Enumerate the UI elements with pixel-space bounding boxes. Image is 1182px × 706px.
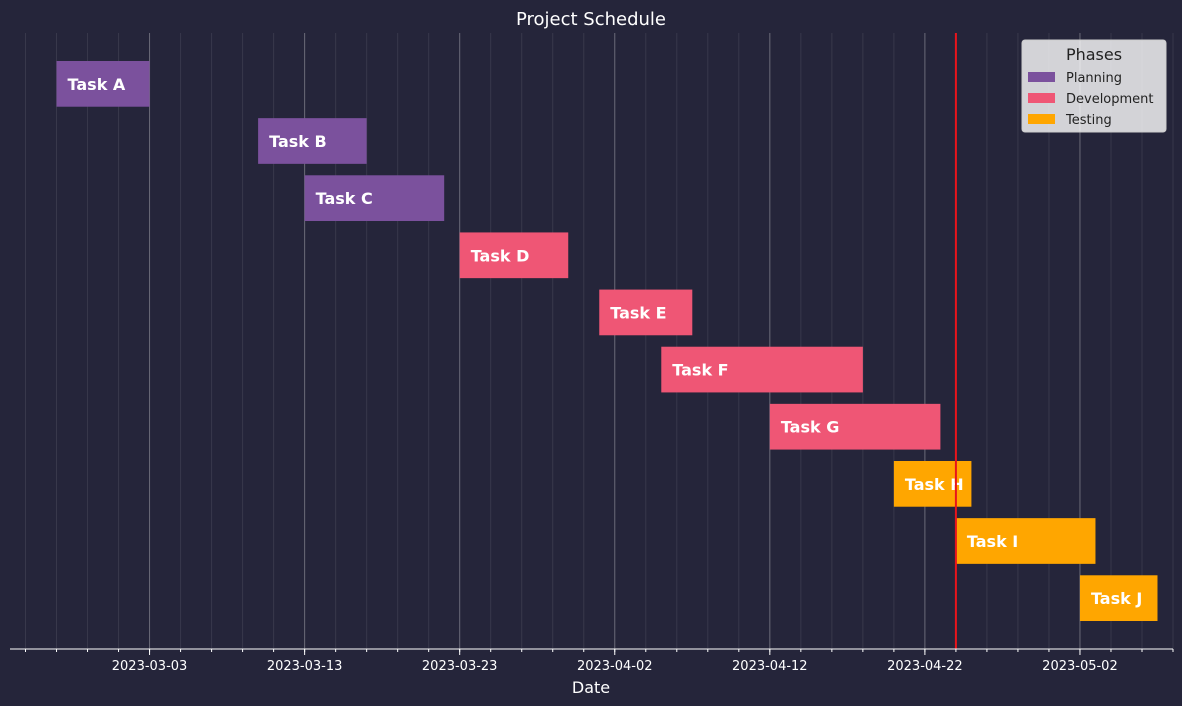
task-bar-group: Task C xyxy=(305,175,445,221)
task-label: Task H xyxy=(905,475,964,494)
legend-entry: Planning xyxy=(1066,71,1122,86)
x-tick-label: 2023-04-22 xyxy=(887,659,963,674)
task-bar-group: Task A xyxy=(57,61,150,107)
task-bar-group: Task I xyxy=(956,518,1096,564)
task-label: Task G xyxy=(781,418,840,437)
task-label: Task J xyxy=(1091,589,1142,608)
legend-title: Phases xyxy=(1066,45,1122,64)
task-bar-group: Task J xyxy=(1080,575,1158,621)
legend-swatch xyxy=(1028,72,1055,82)
task-bar-group: Task F xyxy=(661,347,863,393)
legend-swatch xyxy=(1028,93,1055,103)
chart-title: Project Schedule xyxy=(516,9,666,30)
x-tick-label: 2023-03-23 xyxy=(422,659,498,674)
legend-entry: Development xyxy=(1066,92,1154,107)
task-label: Task A xyxy=(68,75,126,94)
x-tick-label: 2023-05-02 xyxy=(1042,659,1118,674)
x-tick-label: 2023-04-02 xyxy=(577,659,653,674)
task-label: Task F xyxy=(672,361,728,380)
task-label: Task D xyxy=(471,246,530,265)
x-tick-label: 2023-03-13 xyxy=(267,659,343,674)
legend-swatch xyxy=(1028,114,1055,124)
legend: Phases Planning Development Testing xyxy=(1022,40,1166,132)
task-bar-group: Task G xyxy=(770,404,941,450)
x-tick-label: 2023-04-12 xyxy=(732,659,808,674)
task-bar-group: Task B xyxy=(258,118,367,164)
task-bar-group: Task H xyxy=(894,461,972,507)
task-label: Task B xyxy=(269,132,327,151)
legend-entry: Testing xyxy=(1065,113,1112,128)
task-label: Task E xyxy=(610,303,666,322)
x-axis-label: Date xyxy=(572,678,610,697)
task-bar-group: Task D xyxy=(460,232,569,278)
task-label: Task I xyxy=(967,532,1018,551)
x-tick-label: 2023-03-03 xyxy=(112,659,188,674)
task-bar-group: Task E xyxy=(599,290,692,336)
task-label: Task C xyxy=(316,189,373,208)
